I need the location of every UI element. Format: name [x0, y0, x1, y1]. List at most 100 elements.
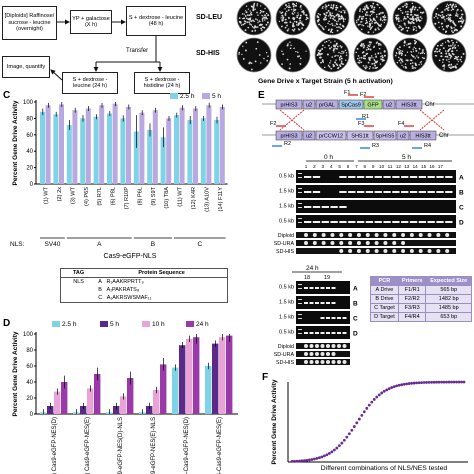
ladder-band — [298, 303, 302, 304]
colony — [378, 47, 381, 50]
colony — [447, 13, 449, 15]
row-seq: A₁AKRSWSMAF₁₁ — [106, 295, 152, 301]
colony — [330, 60, 332, 62]
colony — [360, 44, 363, 47]
legend-label: 5 h — [110, 321, 119, 328]
row-label: A — [459, 175, 464, 182]
colony — [452, 8, 455, 11]
colony-spot — [321, 233, 326, 237]
primer-label: R1 — [362, 114, 369, 120]
colony — [365, 17, 367, 20]
flow-arrows — [50, 19, 163, 81]
lane-number: 7 — [355, 164, 358, 169]
colony — [397, 14, 400, 16]
scatter-point — [410, 381, 414, 385]
colony — [281, 11, 284, 14]
gel-band — [348, 191, 356, 193]
colony — [345, 54, 348, 56]
colony — [290, 44, 292, 47]
colony — [457, 14, 459, 16]
strip-label: SD-URA — [274, 352, 295, 358]
colony — [460, 61, 463, 63]
colony-spot — [374, 249, 379, 253]
colony — [439, 48, 441, 51]
size-label: 1.5 kb — [279, 189, 294, 195]
colony — [329, 11, 331, 14]
colony — [339, 23, 342, 26]
colony — [299, 17, 302, 20]
colony — [453, 6, 456, 8]
colony — [336, 6, 339, 9]
colony — [338, 10, 340, 12]
colony-spot — [330, 233, 335, 237]
colony — [461, 18, 463, 20]
colony — [295, 20, 298, 23]
pcr-kind: Target — [379, 314, 395, 320]
colony — [324, 19, 326, 21]
ladder-band — [298, 284, 302, 285]
colony — [445, 25, 448, 28]
colony — [400, 58, 403, 61]
colony — [444, 55, 447, 58]
x-tick-label: (21) Cas9-eGFP-NES(E)-NLS — [151, 417, 157, 474]
colony — [367, 44, 370, 47]
x-tick-label: (3) WT — [70, 186, 76, 204]
colony — [400, 62, 402, 64]
colony — [251, 5, 254, 8]
colony — [325, 5, 328, 8]
scatter-point — [392, 385, 396, 389]
colony — [460, 16, 463, 18]
x-tick-label: (13) A10V — [204, 187, 210, 212]
colony — [380, 52, 382, 55]
table-header-tag: TAG — [60, 268, 97, 278]
colony — [360, 21, 362, 23]
colony — [292, 5, 295, 8]
colony — [249, 23, 251, 25]
pcr-size: 565 bp — [425, 285, 472, 295]
gel-band — [321, 206, 329, 208]
bar — [47, 406, 54, 414]
scatter-point — [447, 380, 451, 384]
scatter-point — [330, 450, 334, 454]
colony — [321, 26, 323, 28]
colony — [324, 26, 327, 28]
colony — [451, 39, 453, 42]
colony — [447, 4, 450, 7]
primer-label: R3 — [372, 143, 379, 149]
scatter-point — [295, 459, 299, 463]
colony — [338, 51, 340, 54]
pcr-size: 1482 bp — [425, 294, 472, 304]
colony — [450, 9, 453, 11]
bar — [80, 406, 87, 414]
colony-spot — [348, 241, 353, 245]
gel-band — [326, 287, 330, 289]
scatter-point — [415, 381, 419, 385]
colony — [378, 6, 381, 9]
colony — [240, 24, 243, 26]
colony — [369, 28, 372, 31]
colony — [454, 24, 457, 27]
colony — [329, 17, 332, 19]
colony-spot — [342, 360, 347, 364]
colony-spot — [374, 233, 379, 237]
colony — [247, 18, 250, 21]
colony — [295, 2, 298, 5]
colony — [421, 51, 424, 54]
colony — [256, 19, 259, 21]
colony — [361, 16, 363, 18]
colony — [412, 26, 414, 28]
colony-spot — [342, 344, 347, 348]
construct-segment — [275, 99, 303, 110]
bar — [120, 118, 126, 184]
colony — [397, 7, 400, 10]
colony — [287, 5, 289, 8]
construct-segment — [302, 130, 316, 141]
colony — [453, 45, 455, 47]
gel-band — [304, 287, 308, 289]
lane-number: 6 — [347, 164, 350, 169]
gel-band — [320, 332, 325, 334]
colony — [241, 13, 244, 15]
colony — [413, 8, 416, 11]
scatter-point — [420, 381, 424, 385]
colony — [324, 4, 327, 6]
